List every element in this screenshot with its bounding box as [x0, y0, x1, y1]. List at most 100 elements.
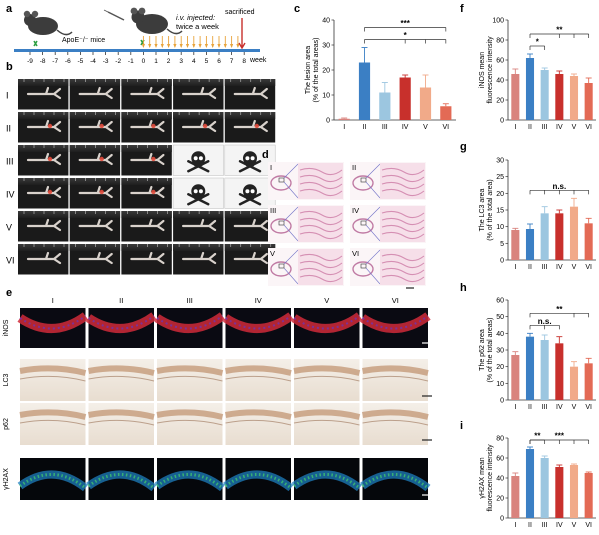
col-label-IV: IV — [255, 296, 262, 305]
ihc-stain — [19, 365, 87, 376]
ruler-strip — [121, 211, 172, 218]
ihc-layer — [19, 419, 86, 426]
dapi-signal — [223, 470, 294, 492]
y-tick-label: 20 — [496, 364, 504, 371]
lc3-image — [20, 359, 86, 401]
ihc-stain — [361, 365, 429, 376]
zoom-line — [283, 249, 299, 265]
injection-arrowhead — [160, 44, 164, 48]
skull-crossbones-icon — [238, 151, 262, 173]
aorta-specimen — [78, 119, 113, 133]
tissue-fiber — [299, 260, 343, 269]
col-label-I: I — [52, 296, 54, 305]
bar-IV — [555, 213, 564, 260]
ihc-stain — [224, 409, 292, 420]
panel-b-letter: b — [6, 61, 13, 73]
bar-VI — [584, 363, 593, 400]
chart-g: g 0 5 10 15 20 25 30 The LC3 area (% of the total… — [460, 141, 596, 271]
bar-III — [540, 70, 549, 120]
panel-letter-f: f — [460, 3, 464, 15]
y-tick-label: 60 — [496, 298, 504, 305]
panel-d-letter: d — [262, 149, 269, 161]
col-label-II: II — [119, 296, 123, 305]
tissue-fiber — [381, 260, 425, 269]
ruler-strip — [69, 178, 121, 185]
tissue-fiber — [299, 224, 343, 233]
he-label-I: I — [270, 163, 272, 172]
bar-V — [419, 87, 432, 120]
y-tick-label: 20 — [496, 98, 504, 105]
zoom-line — [365, 181, 381, 199]
aorta-specimen — [182, 119, 217, 133]
timeline-tick-label: 7 — [230, 58, 234, 65]
zoom-line — [365, 163, 381, 179]
y-tick-label: 10 — [322, 93, 330, 100]
row-label-III: III — [6, 156, 14, 166]
aorta-section-overview — [352, 261, 374, 277]
aorta-specimen — [78, 251, 113, 265]
y-tick-label: 80 — [496, 436, 504, 443]
tissue-fiber — [299, 188, 343, 197]
he-label-V: V — [270, 249, 275, 258]
tissue-fiber — [381, 217, 425, 226]
bar-V — [569, 76, 579, 120]
ihc-layer — [225, 375, 292, 382]
ihc-layer — [362, 419, 429, 426]
y-axis-label: γH2AX mean — [479, 457, 486, 498]
col-label-III: III — [187, 296, 193, 305]
aorta-specimen — [233, 251, 268, 265]
row-label-VI: VI — [6, 255, 15, 265]
injection-arrowhead — [173, 44, 177, 48]
x-tick-label: V — [572, 124, 577, 131]
zoom-box — [360, 177, 367, 183]
bar-II — [525, 58, 535, 120]
lesion-mark — [99, 189, 104, 195]
lc3-image — [225, 359, 291, 401]
injection-arrowhead — [179, 44, 183, 48]
he-label-II: II — [352, 163, 356, 172]
injection-arrowhead — [185, 44, 190, 48]
mouse-illustration-right — [130, 7, 183, 46]
aorta-section-overview — [270, 175, 292, 191]
nuclei-signal — [19, 315, 87, 330]
zoom-line — [283, 267, 299, 285]
ruler-strip — [224, 211, 276, 218]
panel-a-letter: a — [6, 3, 13, 15]
lesion-mark — [99, 123, 104, 129]
timeline-tick-label: 5 — [205, 58, 209, 65]
injection-arrowhead — [198, 44, 202, 48]
tissue-fiber — [381, 274, 425, 283]
ihc-stain — [293, 409, 361, 420]
x-tick-label: II — [528, 522, 532, 529]
lesion-mark — [151, 189, 156, 195]
row-label-p62: p62 — [3, 418, 10, 430]
y-axis-label-2: fluorescence intensity — [487, 36, 494, 104]
significance-label: ** — [556, 26, 563, 35]
significance-label: ** — [556, 305, 563, 314]
timeline-tick-label: -8 — [40, 58, 46, 65]
y-tick-label: 50 — [496, 314, 504, 321]
nuclei-signal — [293, 315, 361, 330]
x-tick-label: I — [514, 124, 516, 131]
bar-VI — [584, 223, 593, 260]
tissue-fiber — [381, 188, 425, 197]
tissue-fiber — [381, 210, 425, 219]
aorta-specimen — [182, 218, 217, 232]
y-tick-label: 30 — [496, 158, 504, 165]
lesion-mark — [202, 123, 208, 129]
aorta-specimen — [182, 86, 217, 100]
timeline-tick-label: 2 — [167, 58, 171, 65]
x-tick-label: IV — [556, 124, 563, 131]
ruler-strip — [121, 79, 172, 86]
aorta-specimen — [26, 185, 62, 199]
y-tick-label: 60 — [496, 58, 504, 65]
bar-I — [511, 476, 520, 518]
ruler-strip — [173, 112, 224, 119]
aorta-specimen — [130, 218, 165, 232]
ruler-strip — [69, 79, 121, 86]
lesion-mark — [47, 189, 53, 195]
ruler-strip — [69, 244, 121, 251]
x-tick-label: II — [528, 404, 532, 411]
